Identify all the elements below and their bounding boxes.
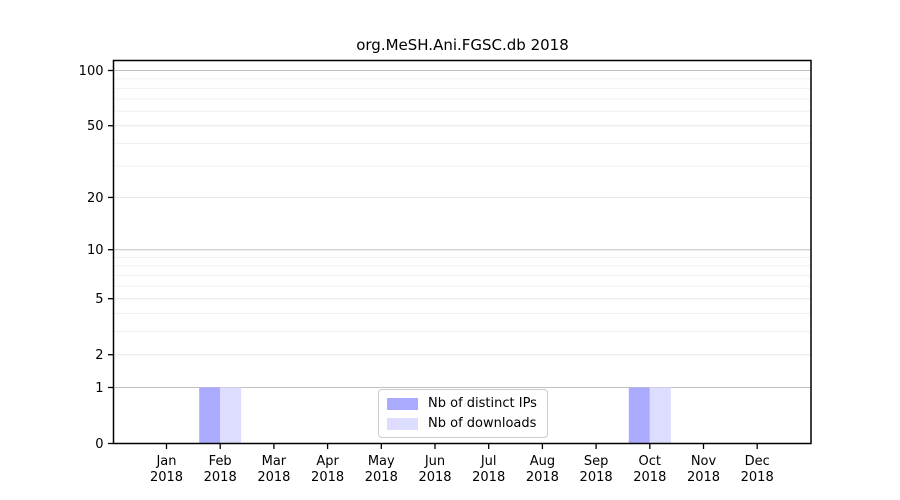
legend: Nb of distinct IPs Nb of downloads — [378, 389, 548, 438]
legend-swatch-distinct-ips-icon — [387, 397, 418, 410]
plot-border — [112, 59, 812, 445]
x-tick-label-year: 2018 — [204, 470, 237, 485]
y-tick-label: 50 — [87, 119, 104, 134]
x-tick-label-year: 2018 — [633, 470, 666, 485]
x-tick-label-year: 2018 — [150, 470, 183, 485]
x-tick-label-month: Jan — [155, 454, 176, 469]
x-tick-label-year: 2018 — [418, 470, 451, 485]
x-tick-label-year: 2018 — [365, 470, 398, 485]
chart-title: org.MeSH.Ani.FGSC.db 2018 — [356, 36, 569, 54]
bar-distinct-ips — [199, 387, 221, 444]
y-tick-label: 5 — [95, 292, 103, 307]
x-tick-label-year: 2018 — [311, 470, 344, 485]
x-tick-label-year: 2018 — [472, 470, 505, 485]
y-tick-label: 2 — [95, 348, 103, 363]
x-tick-label-year: 2018 — [526, 470, 559, 485]
y-tick-label: 20 — [87, 191, 104, 206]
legend-item-downloads: Nb of downloads — [387, 416, 537, 431]
y-tick-label: 10 — [87, 243, 104, 258]
x-tick-label-month: Dec — [745, 454, 770, 469]
bar-downloads — [649, 387, 671, 444]
x-tick-label-month: Nov — [691, 454, 717, 469]
x-tick-label-month: Jun — [424, 454, 445, 469]
legend-label-distinct-ips: Nb of distinct IPs — [428, 396, 537, 411]
x-tick-label-year: 2018 — [257, 470, 290, 485]
x-tick-label-year: 2018 — [687, 470, 720, 485]
x-tick-label-year: 2018 — [580, 470, 613, 485]
x-tick-label-month: Apr — [316, 454, 339, 469]
bar-downloads — [220, 387, 242, 444]
legend-item-distinct-ips: Nb of distinct IPs — [387, 396, 537, 411]
x-tick-label-month: Mar — [262, 454, 287, 469]
x-tick-label-year: 2018 — [741, 470, 774, 485]
bar-distinct-ips — [628, 387, 650, 444]
x-tick-label-month: Aug — [530, 454, 555, 469]
y-tick-label: 100 — [79, 64, 104, 79]
x-tick-label-month: Feb — [209, 454, 232, 469]
y-tick-label: 1 — [95, 381, 103, 396]
legend-swatch-downloads-icon — [387, 417, 418, 430]
x-tick-label-month: Sep — [584, 454, 609, 469]
x-tick-label-month: Oct — [639, 454, 661, 469]
x-tick-label-month: May — [368, 454, 395, 469]
y-tick-label: 0 — [95, 437, 103, 452]
x-tick-label-month: Jul — [480, 454, 497, 469]
legend-label-downloads: Nb of downloads — [428, 416, 537, 431]
